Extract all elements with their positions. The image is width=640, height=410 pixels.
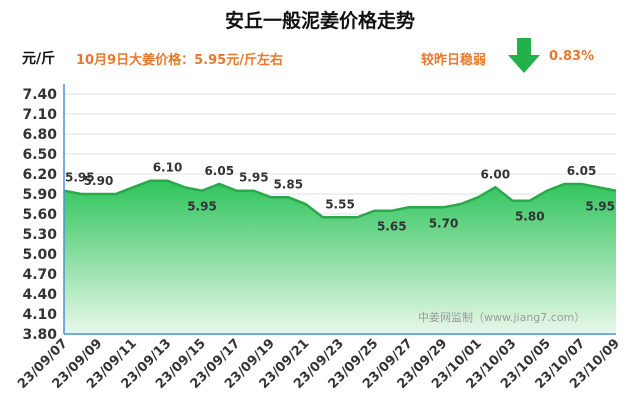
price-headline: 10月9日大姜价格：5.95元/斤左右 (76, 53, 283, 68)
watermark: 中姜网监制（www.jiang7.com） (418, 311, 586, 324)
y-tick-label: 6.80 (22, 127, 57, 143)
y-tick-labels: 7.40 7.10 6.80 6.50 6.20 5.90 5.60 5.30 5.00 4.70… (22, 87, 57, 343)
y-tick-label: 4.70 (22, 267, 57, 283)
compare-percent: 0.83% (549, 49, 595, 64)
y-tick-label: 6.50 (22, 147, 57, 163)
y-tick-label: 5.00 (22, 247, 57, 263)
x-tick-labels: 23/09/0723/09/0923/09/1123/09/1323/09/15… (15, 336, 623, 392)
y-tick-label: 5.60 (22, 207, 57, 223)
data-label: 6.05 (204, 164, 234, 178)
y-tick-label: 4.40 (22, 287, 57, 303)
data-label: 6.05 (567, 164, 597, 178)
data-label: 6.00 (480, 167, 510, 181)
data-label: 5.95 (65, 171, 95, 185)
data-label: 5.55 (325, 197, 355, 211)
data-label: 5.80 (515, 210, 545, 224)
data-label: 5.95 (239, 171, 269, 185)
y-tick-label: 3.80 (22, 327, 57, 343)
compare-label: 较昨日稳弱 (421, 53, 487, 68)
unit-label: 元/斤 (22, 51, 56, 67)
data-label: 5.65 (377, 220, 407, 234)
axes (63, 84, 616, 335)
y-tick-label: 5.90 (22, 187, 57, 203)
data-label: 5.95 (585, 200, 615, 214)
y-tick-label: 6.20 (22, 167, 57, 183)
price-line (63, 179, 617, 219)
y-tick-label: 7.40 (22, 87, 57, 103)
y-tick-label: 7.10 (22, 107, 57, 123)
data-label: 5.70 (429, 216, 459, 230)
y-tick-label: 4.10 (22, 307, 57, 323)
price-area-fill (64, 180, 616, 334)
area-series (63, 179, 617, 334)
data-label: 5.90 (84, 174, 114, 188)
y-tick-label: 5.30 (22, 227, 57, 243)
down-arrow-icon (508, 38, 540, 73)
data-labels: 5.955.906.105.956.05 5.95 5.855.555.65 5.70… (65, 161, 615, 234)
chart-title: 安丘一般泥姜价格走势 (224, 10, 415, 32)
data-label: 6.10 (153, 161, 183, 175)
data-label: 5.95 (187, 200, 217, 214)
data-label: 5.85 (273, 177, 303, 191)
